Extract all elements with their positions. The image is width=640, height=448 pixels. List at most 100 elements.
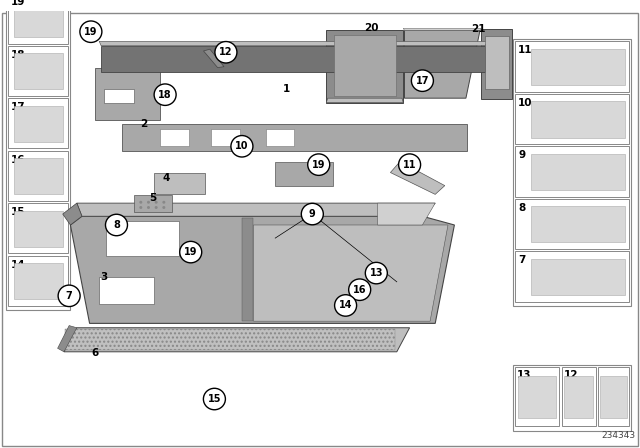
Bar xyxy=(8,0,68,43)
Bar xyxy=(531,101,625,138)
Text: 11: 11 xyxy=(403,159,417,170)
Text: 4: 4 xyxy=(163,173,170,183)
Polygon shape xyxy=(378,203,435,225)
Text: 7: 7 xyxy=(518,255,525,265)
Bar xyxy=(600,376,627,418)
Text: 5: 5 xyxy=(148,193,156,203)
Bar xyxy=(8,98,68,148)
Bar xyxy=(14,263,63,299)
Bar xyxy=(8,46,68,96)
Text: 19: 19 xyxy=(312,159,326,170)
Text: 14: 14 xyxy=(339,301,353,310)
Bar xyxy=(515,199,629,249)
Polygon shape xyxy=(485,36,509,90)
Text: 1: 1 xyxy=(283,84,291,95)
Bar xyxy=(531,206,625,242)
Text: 21: 21 xyxy=(472,24,486,34)
Polygon shape xyxy=(122,125,467,151)
Circle shape xyxy=(365,263,387,284)
Polygon shape xyxy=(326,30,403,103)
Circle shape xyxy=(58,285,80,306)
Bar xyxy=(8,256,68,306)
Text: 15: 15 xyxy=(207,394,221,404)
Text: 14: 14 xyxy=(11,259,26,270)
Circle shape xyxy=(180,241,202,263)
Text: 10: 10 xyxy=(518,98,532,108)
Bar xyxy=(515,367,559,426)
Polygon shape xyxy=(481,29,512,99)
Bar xyxy=(515,41,629,91)
Text: 13: 13 xyxy=(517,370,532,380)
Text: 2: 2 xyxy=(140,120,148,129)
Circle shape xyxy=(308,154,330,175)
Bar xyxy=(531,49,625,85)
Text: 10: 10 xyxy=(235,141,249,151)
Polygon shape xyxy=(204,49,224,68)
Bar xyxy=(14,211,63,247)
Text: 6: 6 xyxy=(91,348,99,358)
Text: 8: 8 xyxy=(113,220,120,230)
Circle shape xyxy=(147,206,150,209)
Polygon shape xyxy=(404,30,480,98)
Polygon shape xyxy=(99,41,488,46)
Bar xyxy=(515,251,629,302)
Bar xyxy=(8,151,68,201)
Circle shape xyxy=(399,154,420,175)
Polygon shape xyxy=(160,129,189,146)
Polygon shape xyxy=(134,195,172,212)
Text: 7: 7 xyxy=(66,291,72,301)
Bar xyxy=(513,39,631,306)
Circle shape xyxy=(412,70,433,91)
Text: 18: 18 xyxy=(158,90,172,99)
Circle shape xyxy=(106,214,127,236)
Circle shape xyxy=(231,136,253,157)
Bar xyxy=(14,158,63,194)
Circle shape xyxy=(349,279,371,301)
Circle shape xyxy=(301,203,323,225)
Polygon shape xyxy=(253,225,448,321)
Bar xyxy=(515,146,629,197)
Bar xyxy=(531,154,625,190)
Polygon shape xyxy=(390,162,445,194)
Text: 8: 8 xyxy=(518,202,525,213)
Bar xyxy=(531,258,625,295)
Text: 234343: 234343 xyxy=(601,431,635,440)
Polygon shape xyxy=(95,68,160,120)
Text: 9: 9 xyxy=(309,209,316,219)
Text: 19: 19 xyxy=(84,27,98,37)
Polygon shape xyxy=(266,129,294,146)
Bar xyxy=(518,376,556,418)
Polygon shape xyxy=(64,328,410,352)
Bar xyxy=(515,94,629,144)
Circle shape xyxy=(204,388,225,410)
Text: 11: 11 xyxy=(518,45,532,55)
Text: 16: 16 xyxy=(11,155,25,164)
Polygon shape xyxy=(334,35,396,96)
FancyBboxPatch shape xyxy=(65,329,395,350)
Circle shape xyxy=(155,206,157,209)
Polygon shape xyxy=(403,28,481,30)
Polygon shape xyxy=(104,90,134,103)
Bar xyxy=(14,106,63,142)
Bar xyxy=(564,376,593,418)
Text: 3: 3 xyxy=(100,271,108,282)
Circle shape xyxy=(80,21,102,43)
Circle shape xyxy=(163,206,165,209)
Polygon shape xyxy=(275,162,333,185)
Text: 17: 17 xyxy=(415,76,429,86)
Bar xyxy=(562,367,596,426)
Circle shape xyxy=(154,84,176,105)
Text: 17: 17 xyxy=(11,102,26,112)
Text: 19: 19 xyxy=(11,0,25,7)
Bar xyxy=(513,365,631,431)
Circle shape xyxy=(155,201,157,204)
Text: 16: 16 xyxy=(353,285,367,295)
Polygon shape xyxy=(101,46,485,72)
Text: 13: 13 xyxy=(369,268,383,278)
Bar xyxy=(8,203,68,254)
Polygon shape xyxy=(77,203,435,216)
Bar xyxy=(14,53,63,90)
Text: 12: 12 xyxy=(219,47,233,57)
Polygon shape xyxy=(58,326,77,352)
Text: 18: 18 xyxy=(11,50,25,60)
